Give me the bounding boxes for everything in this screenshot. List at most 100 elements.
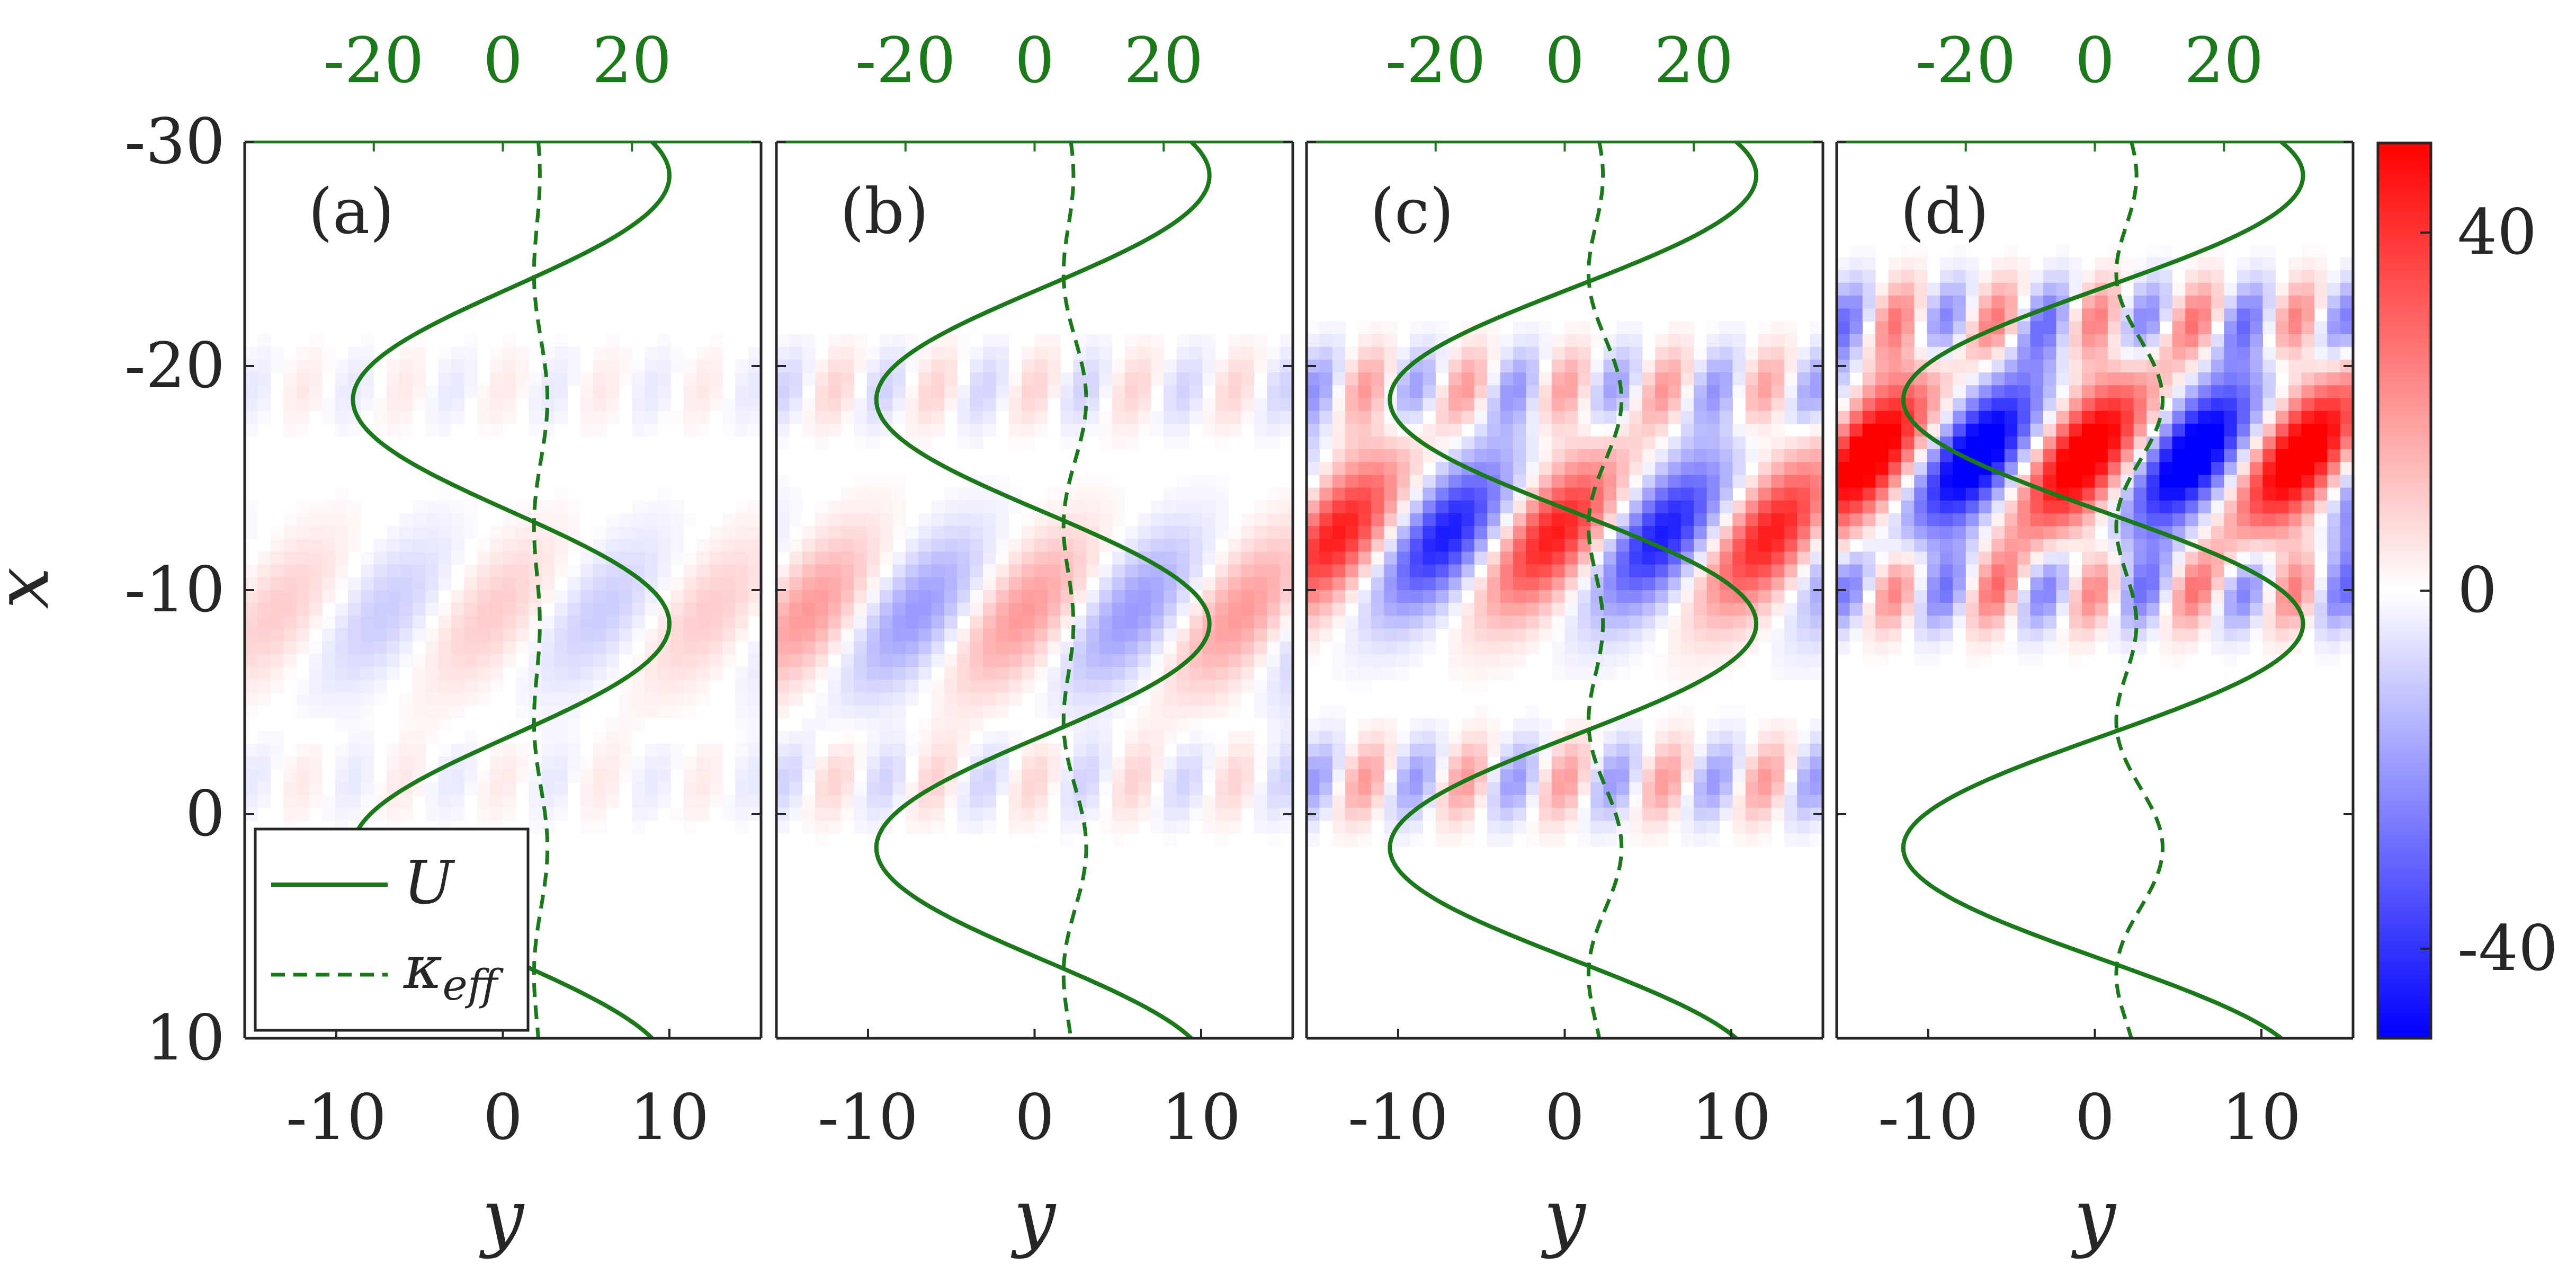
field-cell	[1564, 411, 1578, 424]
field-cell	[748, 756, 761, 770]
field-cell	[1202, 346, 1216, 360]
field-cell	[348, 667, 361, 680]
field-cell	[1112, 782, 1125, 796]
field-cell	[1397, 756, 1410, 770]
field-cell	[2340, 346, 2353, 360]
field-cell	[606, 359, 620, 373]
field-cell	[1784, 526, 1797, 539]
field-cell	[245, 372, 258, 386]
field-cell	[2133, 564, 2147, 578]
field-cell	[2262, 551, 2276, 565]
field-cell	[1603, 577, 1617, 591]
field-cell	[983, 807, 996, 821]
field-cell	[1552, 334, 1566, 348]
field-cell	[2017, 411, 2031, 424]
field-cell	[438, 641, 452, 655]
field-cell	[2146, 398, 2160, 412]
field-cell	[2146, 487, 2160, 501]
field-cell	[1616, 603, 1630, 616]
field-cell	[2327, 603, 2341, 616]
field-cell	[632, 411, 646, 424]
field-cell	[1215, 526, 1229, 539]
field-cell	[1435, 436, 1449, 450]
field-cell	[1397, 577, 1410, 591]
field-cell	[554, 398, 568, 412]
field-cell	[245, 654, 258, 667]
field-cell	[1164, 756, 1177, 770]
field-cell	[1927, 321, 1940, 335]
field-cell	[1280, 616, 1293, 629]
field-cell	[1680, 500, 1694, 514]
field-cell	[709, 372, 723, 386]
field-cell	[1953, 603, 1966, 616]
field-cell	[1280, 423, 1293, 437]
field-heatmap	[1307, 321, 1823, 847]
field-cell	[1513, 769, 1526, 783]
field-cell	[696, 385, 710, 399]
field-cell	[2004, 244, 2018, 258]
field-cell	[802, 680, 816, 693]
field-cell	[931, 680, 945, 693]
field-cell	[1332, 462, 1346, 476]
field-cell	[1448, 539, 1462, 553]
field-cell	[1319, 807, 1333, 821]
field-cell	[1448, 385, 1462, 399]
field-cell	[296, 641, 310, 655]
field-cell	[1991, 526, 2005, 539]
field-cell	[2095, 321, 2108, 335]
field-cell	[1254, 590, 1267, 603]
field-cell	[683, 411, 697, 424]
field-cell	[399, 513, 413, 527]
field-cell	[1940, 475, 1953, 488]
field-cell	[1940, 321, 1953, 335]
field-cell	[2056, 590, 2070, 603]
field-cell	[880, 641, 893, 655]
field-cell	[1797, 603, 1811, 616]
field-cell	[1979, 359, 1992, 373]
field-cell	[1629, 539, 1643, 553]
field-cell	[1099, 756, 1113, 770]
field-cell	[1513, 616, 1526, 629]
field-cell	[1254, 551, 1267, 565]
field-cell	[2043, 500, 2056, 514]
field-cell	[2069, 513, 2082, 527]
field-cell	[606, 346, 620, 360]
field-cell	[2314, 616, 2328, 629]
field-cell	[2275, 308, 2289, 322]
field-cell	[1745, 436, 1759, 450]
field-cell	[1837, 513, 1850, 527]
field-cell	[840, 551, 854, 565]
field-cell	[2030, 539, 2044, 553]
field-cell	[2056, 334, 2070, 348]
field-cell	[1888, 564, 1902, 578]
field-cell	[1397, 475, 1410, 488]
field-cell	[335, 385, 348, 399]
field-cell	[373, 667, 387, 680]
field-cell	[1888, 270, 1902, 283]
field-cell	[1797, 616, 1811, 629]
field-cell	[658, 769, 671, 783]
field-cell	[1474, 539, 1488, 553]
field-cell	[1837, 551, 1850, 565]
field-cell	[580, 398, 594, 412]
field-cell	[1901, 500, 1915, 514]
field-cell	[1138, 769, 1151, 783]
field-cell	[1771, 500, 1785, 514]
field-cell	[283, 577, 297, 591]
field-cell	[425, 526, 439, 539]
field-cell	[515, 526, 529, 539]
field-cell	[1862, 296, 1876, 309]
field-cell	[1539, 436, 1552, 450]
field-cell	[1215, 795, 1229, 808]
field-cell	[593, 769, 607, 783]
field-cell	[880, 744, 893, 757]
field-cell	[1164, 807, 1177, 821]
field-cell	[1590, 539, 1604, 553]
field-cell	[477, 564, 490, 578]
field-cell	[1228, 744, 1242, 757]
field-cell	[2185, 500, 2199, 514]
field-cell	[1668, 372, 1681, 386]
field-cell	[1642, 500, 1656, 514]
field-cell	[1539, 513, 1552, 527]
field-cell	[983, 616, 996, 629]
